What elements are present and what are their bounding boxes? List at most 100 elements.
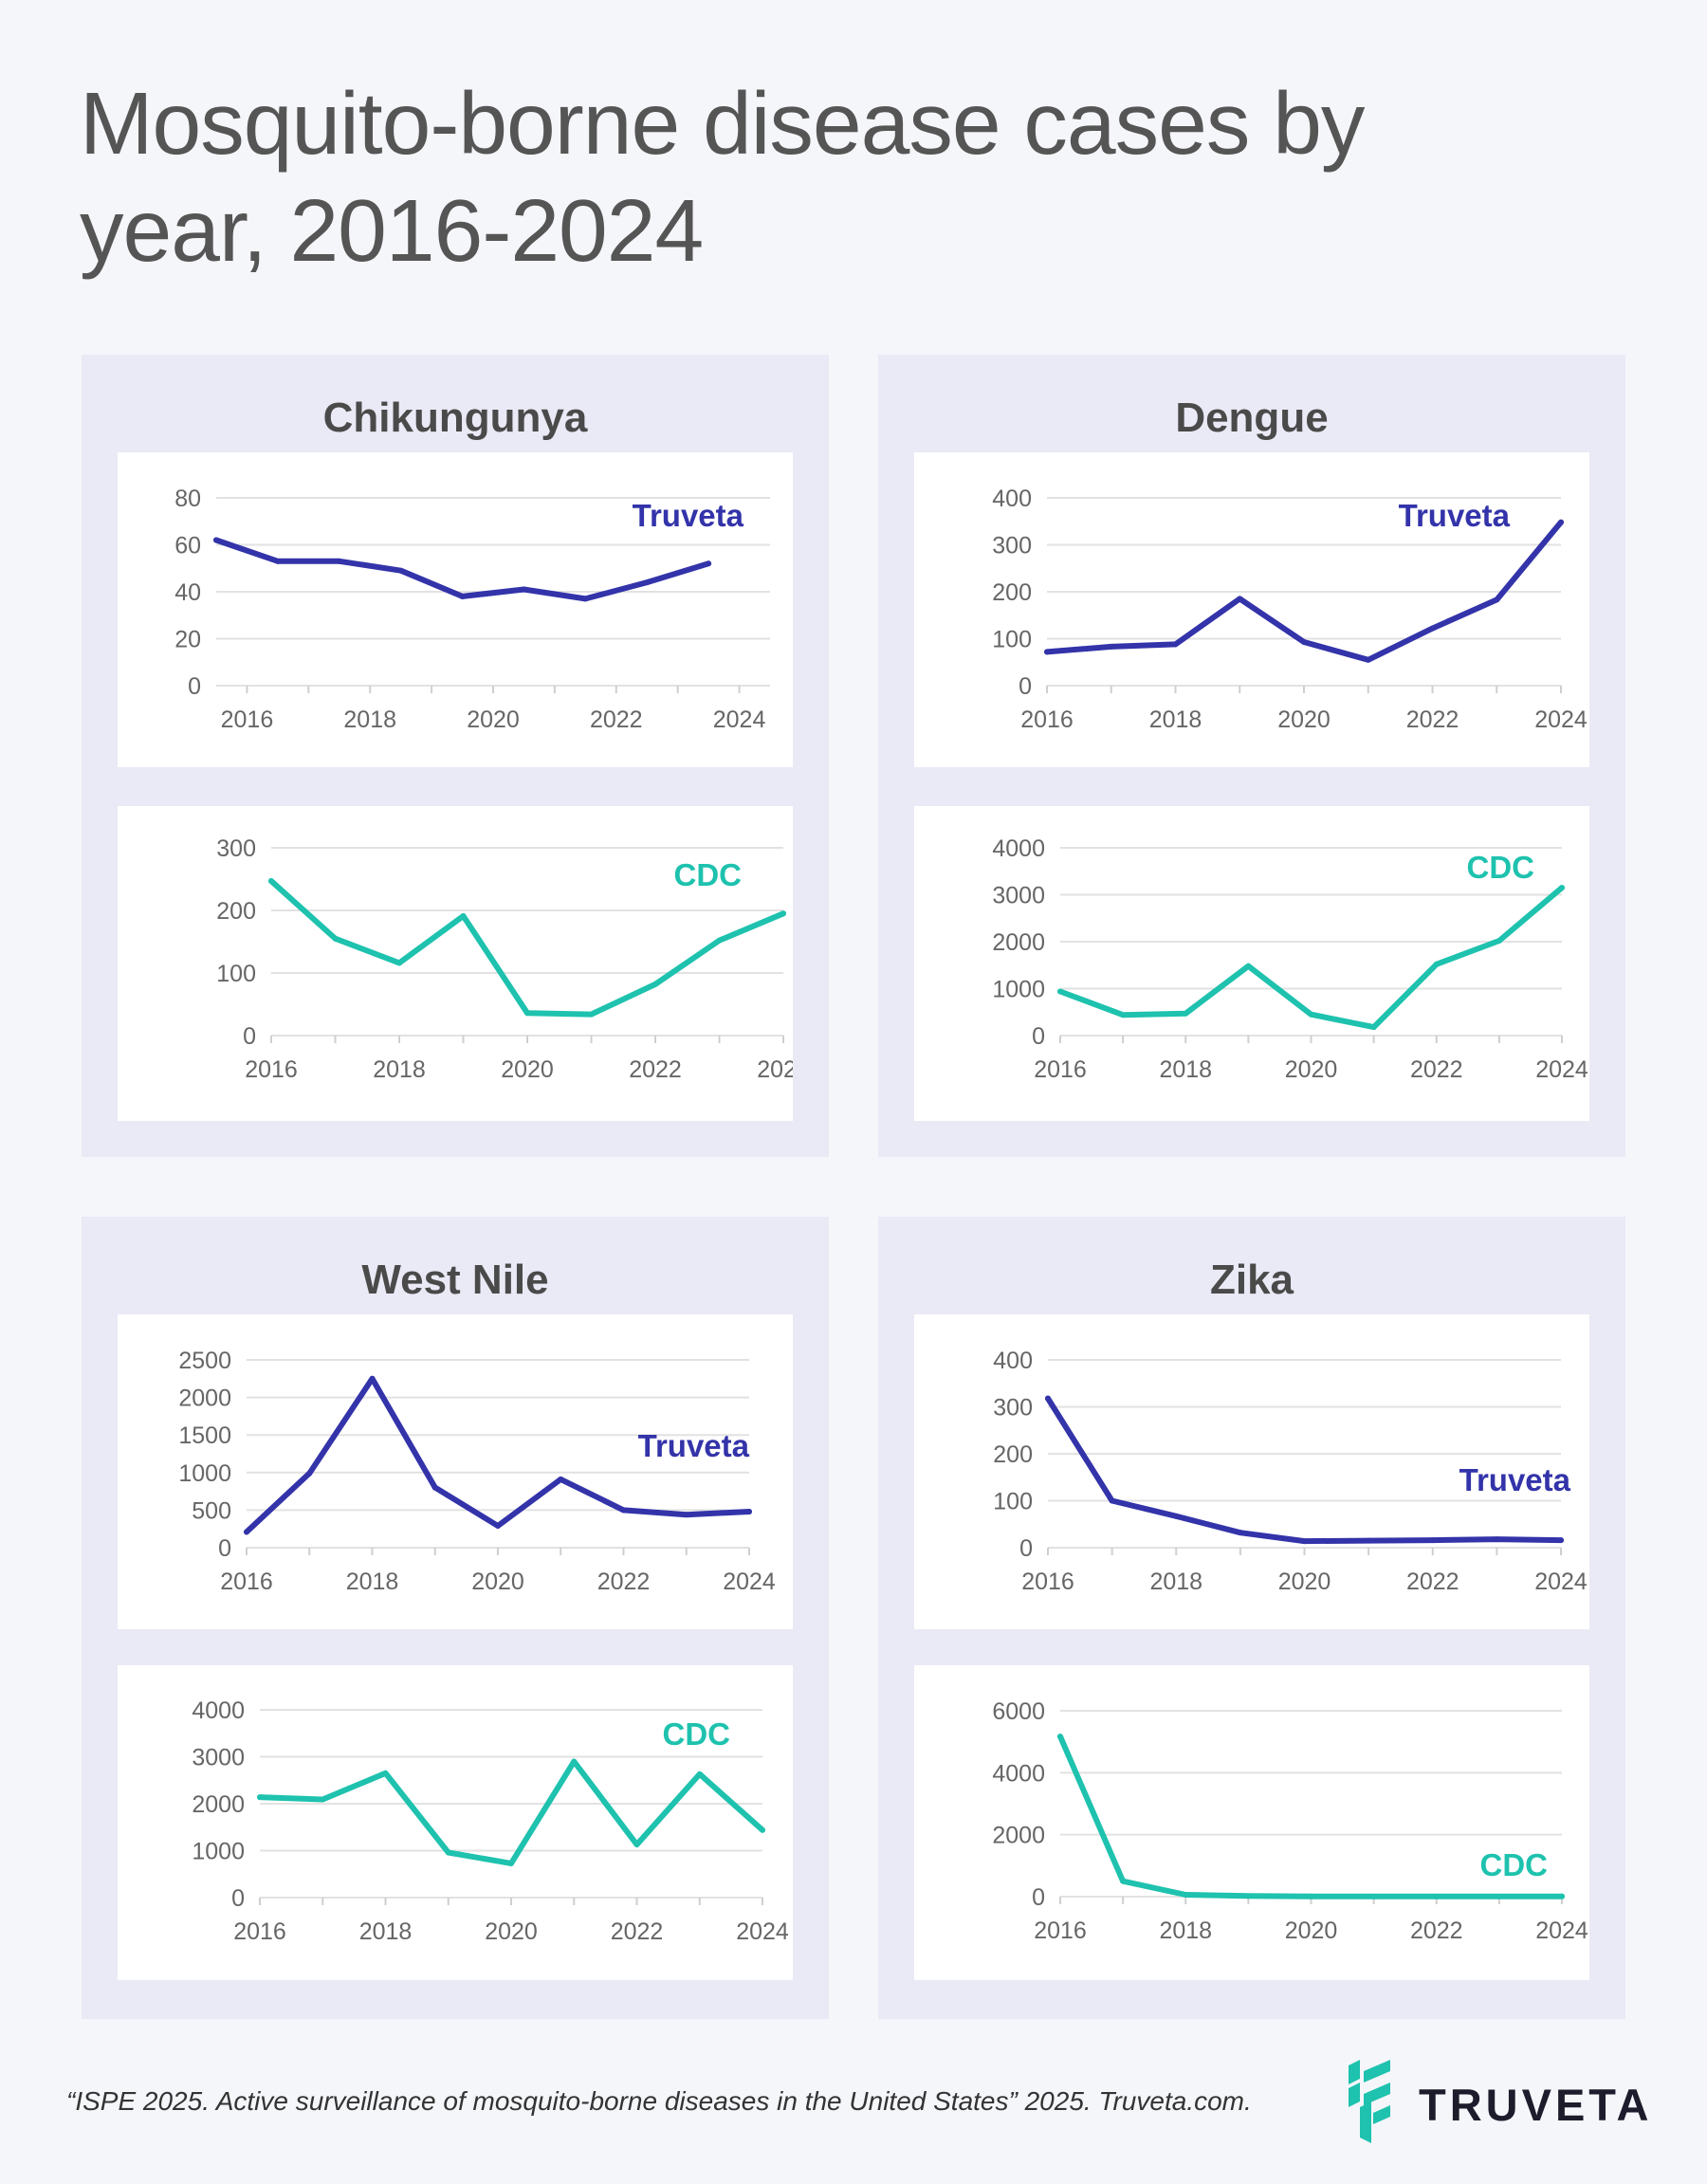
data-point [588, 1011, 595, 1018]
data-point [571, 1758, 578, 1765]
x-tick-label: 2018 [373, 1056, 426, 1083]
y-tick-label: 100 [992, 627, 1032, 653]
chart-card: 0 100 200 300 400 2016 2018 2020 2022 2024 Truveta [914, 452, 1589, 767]
chart-west-nile-cdc: 0 1000 2000 3000 4000 2016 2018 2020 2022 2024 CDC [192, 1698, 789, 1945]
truveta-logo-icon [1349, 2060, 1390, 2143]
data-point [495, 1523, 501, 1530]
data-point [1245, 963, 1252, 969]
y-tick-label: 300 [992, 533, 1032, 560]
data-point [460, 912, 467, 919]
y-tick-label: 4000 [192, 1698, 245, 1724]
data-point [1496, 1893, 1502, 1900]
chart-card: 0 1000 2000 3000 4000 2016 2018 2020 2022 2024 CDC [914, 806, 1589, 1121]
y-tick-label: 400 [993, 1348, 1033, 1374]
page-title: Mosquito-borne disease cases by year, 20… [80, 74, 1365, 280]
data-point [382, 1770, 389, 1776]
source-citation: “ISPE 2025. Active surveillance of mosqu… [66, 2086, 1252, 2116]
data-point [521, 586, 527, 593]
data-point [1365, 656, 1371, 663]
x-tick-label: 2020 [1285, 1056, 1338, 1083]
y-tick-label: 300 [993, 1395, 1033, 1422]
x-tick-label: 2016 [221, 707, 274, 733]
chart-card: 0 100 200 300 2016 2018 2020 2022 2024 CDC [118, 806, 793, 1121]
truveta-logo[interactable]: TRUVETA [1347, 2060, 1660, 2145]
data-point [1429, 625, 1436, 632]
chart-dengue-truveta: 0 100 200 300 400 2016 2018 2020 2022 2024 Truveta [992, 486, 1588, 733]
x-tick-label: 2020 [1278, 1569, 1331, 1595]
y-tick-label: 0 [188, 673, 201, 700]
data-point [1308, 1011, 1314, 1018]
x-tick-label: 2024 [736, 1918, 789, 1945]
x-tick-label: 2018 [359, 1918, 413, 1945]
x-tick-label: 2016 [245, 1056, 298, 1083]
y-tick-label: 20 [174, 627, 201, 653]
x-tick-label: 2022 [611, 1918, 664, 1945]
y-tick-label: 300 [216, 835, 256, 862]
y-tick-label: 2500 [178, 1348, 231, 1374]
x-tick-label: 2024 [1534, 707, 1588, 733]
data-point [274, 558, 281, 564]
panel-west-nile: West Nile 0 500 1000 1500 2000 2500 2016 2018 20… [82, 1217, 829, 2019]
data-point [620, 1507, 627, 1514]
x-tick-label: 2024 [757, 1056, 793, 1083]
data-point [332, 935, 339, 942]
series-line [257, 1758, 765, 1866]
y-tick-label: 4000 [992, 1760, 1045, 1787]
data-point [1370, 1024, 1377, 1031]
y-tick-label: 2000 [192, 1791, 245, 1818]
y-tick-label: 0 [231, 1885, 245, 1912]
panel-title: Dengue [1175, 395, 1329, 441]
x-tick-label: 2024 [723, 1569, 776, 1595]
x-tick-label: 2020 [1277, 707, 1331, 733]
brand-name: TRUVETA [1419, 2080, 1653, 2130]
y-tick-label: 3000 [192, 1745, 245, 1771]
data-point [1308, 1893, 1314, 1900]
data-point [244, 1529, 249, 1535]
y-tick-label: 0 [1032, 1023, 1045, 1050]
data-point [320, 1796, 326, 1803]
data-point [760, 1826, 765, 1833]
data-point [431, 1484, 438, 1491]
series-label: CDC [674, 857, 743, 892]
panel-dengue: Dengue 0 100 200 300 400 2016 2018 2020 2022 2024… [878, 355, 1625, 1157]
x-tick-label: 2022 [629, 1056, 682, 1083]
x-tick-label: 2024 [1534, 1569, 1588, 1595]
data-point [1366, 1537, 1372, 1544]
y-tick-label: 500 [192, 1497, 231, 1524]
y-tick-label: 60 [174, 533, 201, 560]
y-tick-label: 2000 [992, 929, 1045, 956]
data-point [1558, 519, 1564, 525]
panel-title: Chikungunya [322, 395, 588, 441]
x-tick-label: 2018 [1149, 707, 1202, 733]
x-tick-label: 2022 [1406, 707, 1459, 733]
x-tick-label: 2022 [1410, 1918, 1463, 1944]
x-tick-label: 2020 [485, 1918, 538, 1945]
y-tick-label: 6000 [992, 1698, 1045, 1725]
y-tick-label: 1000 [178, 1460, 231, 1487]
series-line [213, 537, 712, 602]
panel-title: West Nile [361, 1257, 549, 1303]
chart-card: 0 20 40 60 80 2016 2018 2020 2022 2024 Truveta [118, 452, 793, 767]
data-point [1172, 641, 1179, 648]
data-point [1183, 1010, 1189, 1017]
y-tick-label: 100 [216, 961, 256, 987]
x-tick-label: 2018 [1159, 1056, 1212, 1083]
data-point [1237, 1530, 1243, 1536]
x-tick-label: 2020 [467, 707, 520, 733]
chart-chikungunya-cdc: 0 100 200 300 2016 2018 2020 2022 2024 CDC [216, 835, 793, 1083]
chart-card: 0 1000 2000 3000 4000 2016 2018 2020 2022 2024 CDC [118, 1665, 793, 1980]
y-tick-label: 200 [993, 1441, 1033, 1468]
x-tick-label: 2016 [1021, 1569, 1074, 1595]
x-tick-label: 2018 [1159, 1918, 1212, 1944]
series-label: CDC [663, 1716, 731, 1752]
data-point [780, 910, 786, 917]
y-tick-label: 0 [218, 1535, 231, 1562]
data-point [644, 579, 651, 586]
data-point [1559, 1893, 1565, 1900]
data-point [1183, 1892, 1189, 1899]
data-point [1108, 643, 1114, 650]
y-tick-label: 200 [216, 898, 256, 925]
chart-zika-cdc: 0 2000 4000 6000 2016 2018 2020 2022 2024 CDC [992, 1698, 1588, 1944]
series-line [1057, 885, 1565, 1031]
y-tick-label: 3000 [992, 883, 1045, 909]
